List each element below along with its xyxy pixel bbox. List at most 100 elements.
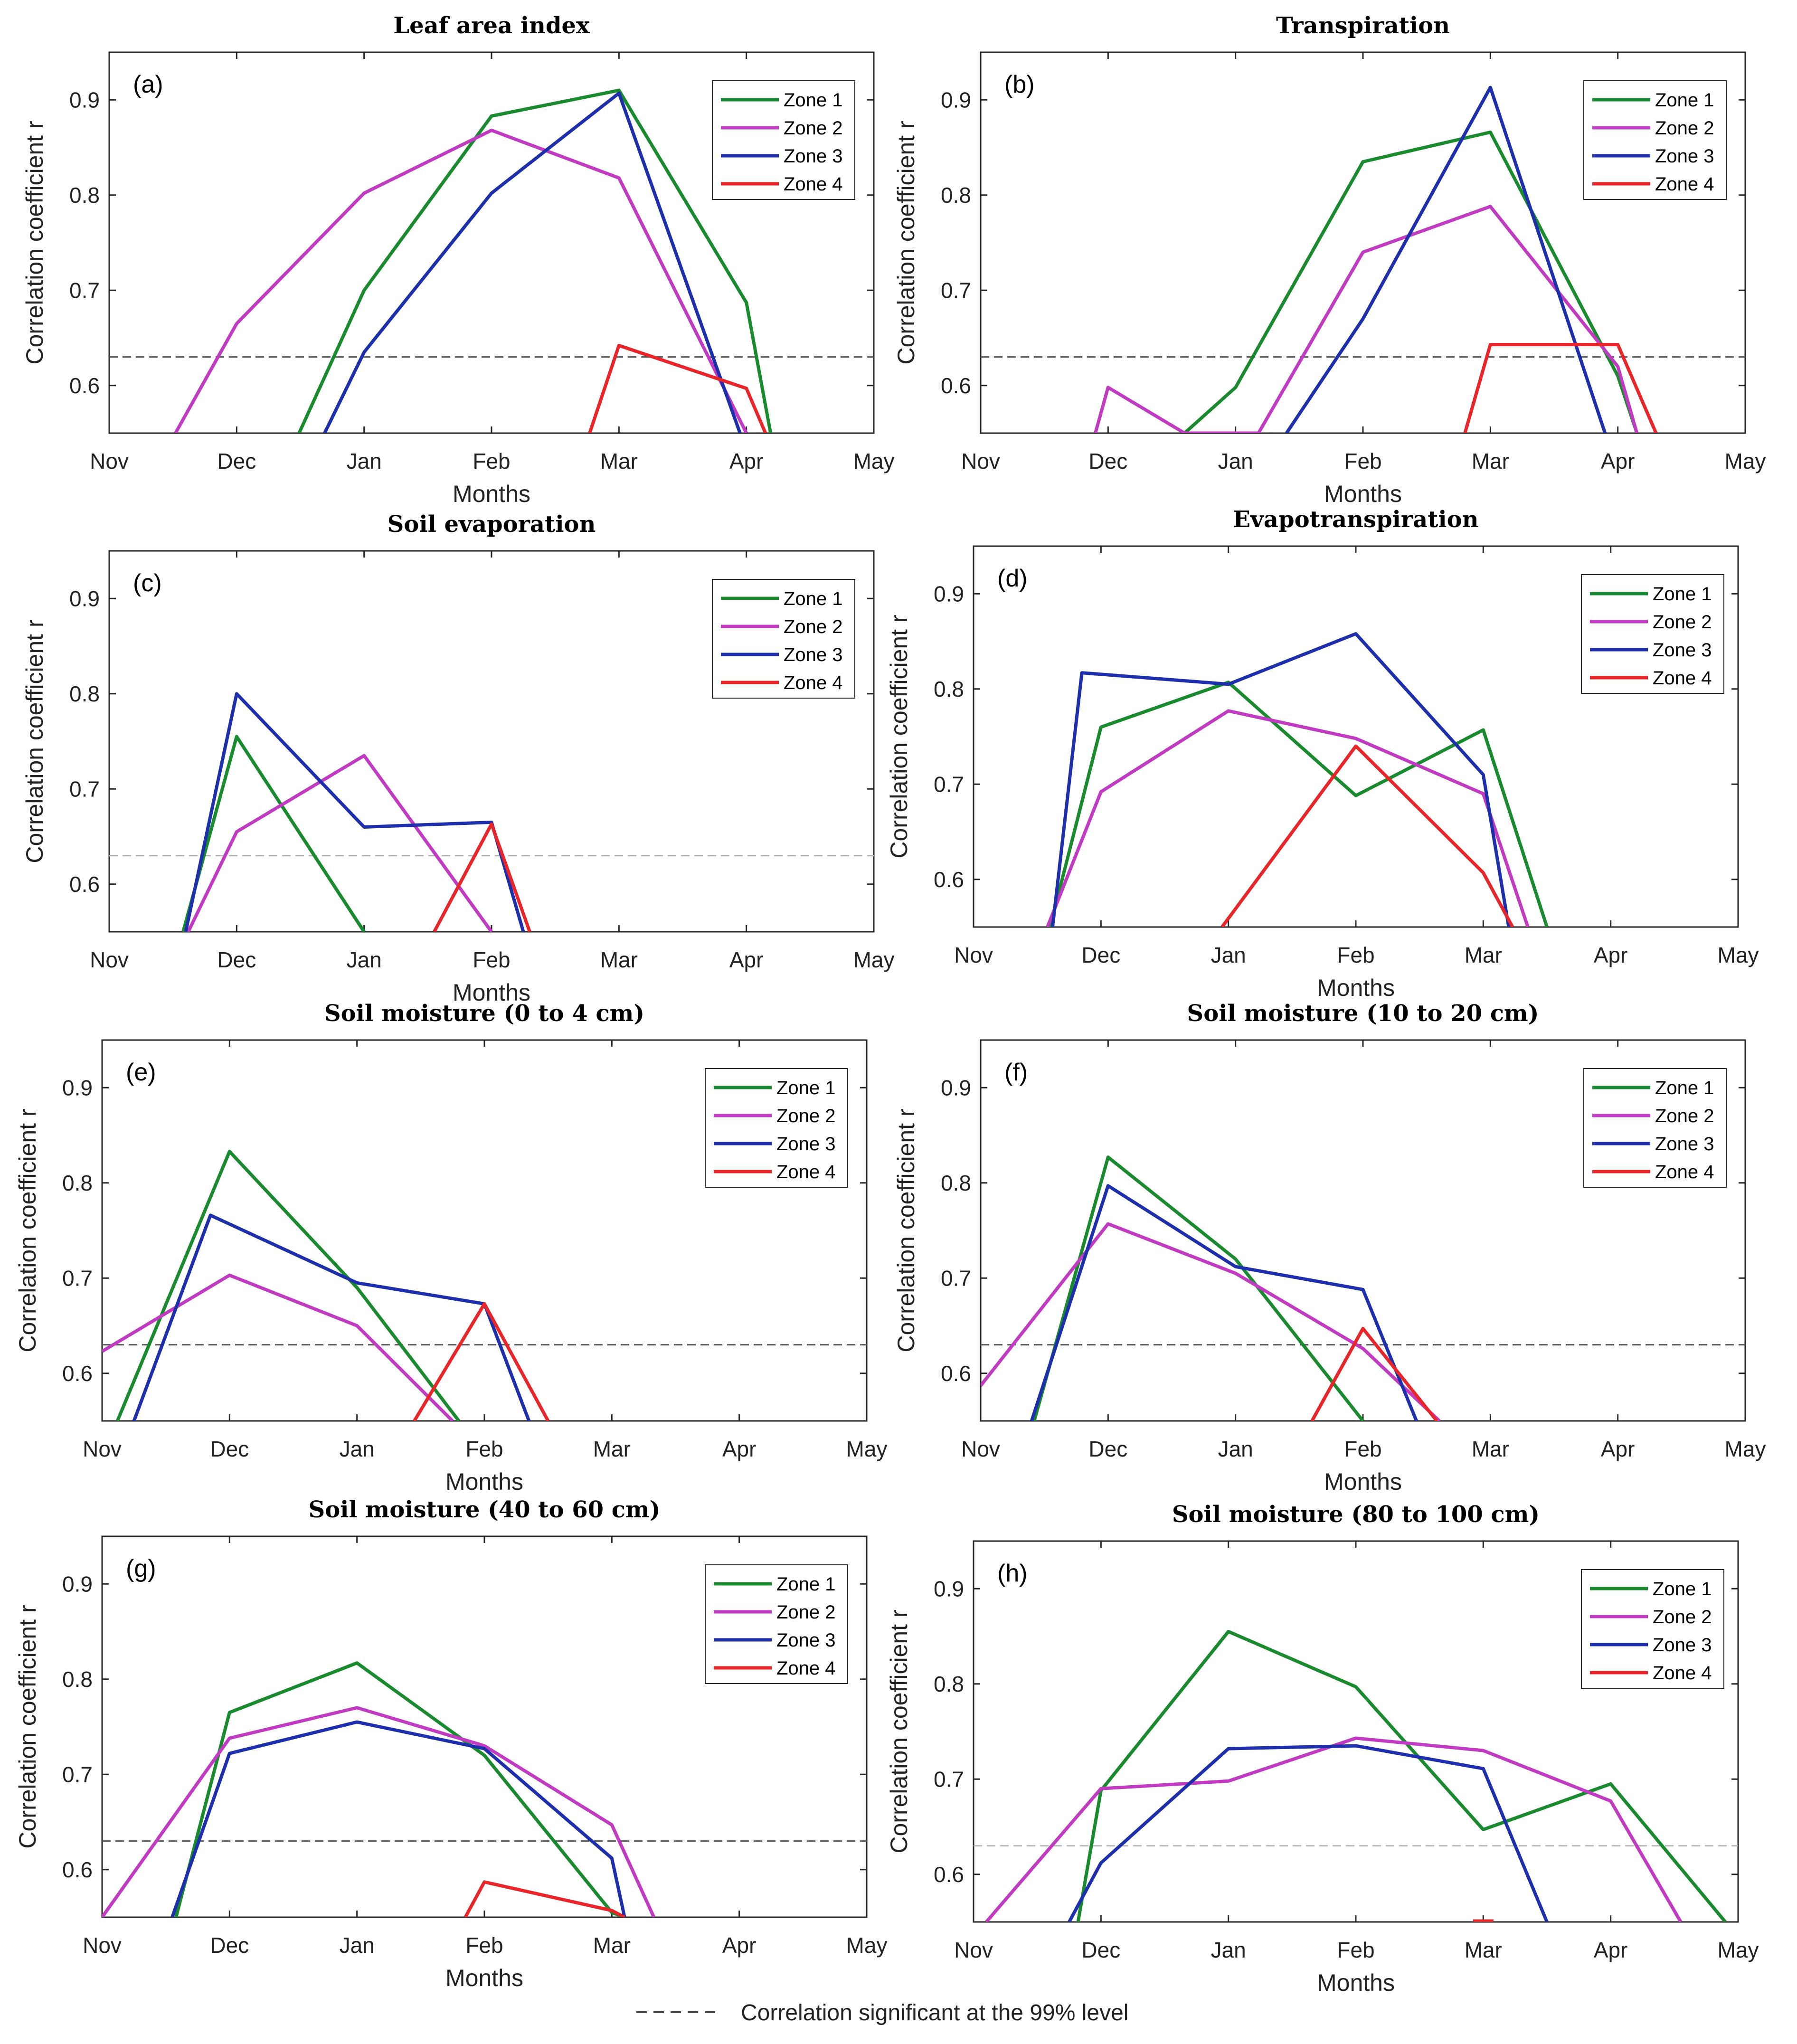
y-tick-label: 0.9: [62, 1571, 93, 1596]
series-line-zone-2: [102, 1273, 454, 1421]
x-tick-label: Mar: [600, 947, 638, 972]
y-tick-label: 0.8: [69, 183, 100, 208]
series-line-zone-2: [981, 1222, 1441, 1421]
x-tick-label: Jan: [1211, 1938, 1246, 1962]
y-tick-label: 0.7: [941, 1266, 971, 1290]
series-line-zone-2: [1094, 205, 1639, 433]
series-line-zone-3: [1030, 1184, 1418, 1421]
series-line-zone-4: [433, 822, 531, 932]
legend: Zone 1 Zone 2 Zone 3 Zone 4: [1583, 80, 1727, 200]
y-tick-label: 0.9: [934, 581, 964, 606]
y-tick-label: 0.8: [941, 1171, 971, 1195]
x-tick-label: Nov: [961, 1437, 1000, 1461]
x-tick-label: Feb: [1344, 1437, 1381, 1461]
y-axis-label: Correlation coefficient r: [886, 615, 912, 858]
panel-title: Soil moisture (10 to 20 cm): [1187, 1000, 1539, 1027]
y-tick-label: 0.7: [69, 776, 100, 801]
x-tick-label: May: [853, 449, 895, 473]
y-tick-label: 0.9: [934, 1576, 964, 1601]
x-tick-label: Jan: [1218, 1437, 1253, 1461]
legend: Zone 1 Zone 2 Zone 3 Zone 4: [712, 579, 855, 699]
y-tick-label: 0.8: [69, 681, 100, 706]
x-tick-label: Feb: [1337, 943, 1374, 967]
x-tick-label: Mar: [600, 449, 638, 473]
series-line-zone-2: [187, 754, 493, 932]
legend-label: Zone 4: [1653, 1663, 1712, 1684]
panel-letter: (d): [997, 565, 1028, 592]
y-tick-label: 0.9: [69, 586, 100, 611]
x-tick-label: Apr: [729, 947, 764, 972]
panel-letter: (h): [997, 1560, 1028, 1587]
y-axis-label: Correlation coefficient r: [21, 619, 48, 863]
y-tick-label: 0.9: [941, 87, 971, 112]
series-line-zone-2: [102, 1706, 656, 1917]
legend-label: Zone 3: [776, 1134, 836, 1154]
series-line-zone-4: [588, 344, 767, 433]
series-group: [1094, 85, 1658, 433]
legend-label: Zone 1: [776, 1574, 836, 1595]
y-tick-label: 0.6: [941, 1361, 971, 1386]
legend-label: Zone 1: [1655, 1078, 1714, 1098]
legend-label: Zone 2: [784, 616, 843, 637]
legend-label: Zone 3: [1655, 146, 1714, 167]
panel-letter: (b): [1004, 71, 1035, 98]
legend-label: Zone 1: [1653, 1579, 1712, 1599]
y-axis-label: Correlation coefficient r: [893, 121, 919, 364]
x-tick-label: Dec: [1088, 1437, 1127, 1461]
legend-label: Zone 1: [776, 1078, 836, 1098]
panel-evapotranspiration: Evapotranspiration (d) Nov Dec Jan Feb Mar Apr M…: [886, 506, 1759, 1001]
series-line-zone-4: [463, 1880, 625, 1917]
series-line-zone-1: [115, 1150, 461, 1421]
y-tick-label: 0.9: [941, 1075, 971, 1100]
x-tick-label: Jan: [347, 449, 382, 473]
x-axis-label: Months: [453, 979, 530, 1006]
panel-leaf-area-index: Leaf area index (a) Nov Dec Jan Feb Mar Apr May 0…: [21, 12, 894, 507]
x-tick-label: Nov: [90, 449, 129, 473]
x-tick-label: Feb: [1344, 449, 1381, 473]
legend-label: Zone 2: [784, 118, 843, 139]
x-tick-label: Apr: [1594, 1938, 1628, 1962]
x-tick-label: Dec: [210, 1437, 249, 1461]
legend-label: Zone 2: [1653, 1607, 1712, 1628]
series-line-zone-1: [1183, 130, 1639, 433]
x-tick-label: Nov: [83, 1933, 122, 1958]
x-tick-label: Dec: [1081, 943, 1120, 967]
legend: Zone 1 Zone 2 Zone 3 Zone 4: [712, 80, 855, 200]
x-tick-label: Nov: [90, 947, 129, 972]
y-tick-label: 0.7: [69, 278, 100, 303]
x-tick-label: Jan: [1211, 943, 1246, 967]
y-tick-label: 0.7: [934, 1767, 964, 1791]
x-tick-label: Jan: [340, 1933, 375, 1958]
x-tick-label: Mar: [1472, 1437, 1509, 1461]
y-tick-label: 0.8: [934, 1672, 964, 1696]
x-tick-label: May: [846, 1437, 888, 1461]
y-tick-label: 0.7: [62, 1762, 93, 1787]
series-line-zone-1: [1048, 681, 1549, 927]
series-group: [181, 692, 531, 932]
x-tick-label: Dec: [217, 449, 256, 473]
panel-title: Evapotranspiration: [1233, 506, 1478, 533]
series-line-zone-4: [1220, 744, 1514, 927]
x-tick-label: Mar: [1472, 449, 1509, 473]
legend: Zone 1 Zone 2 Zone 3 Zone 4: [705, 1564, 848, 1684]
x-tick-label: Nov: [83, 1437, 122, 1461]
y-tick-label: 0.7: [62, 1266, 93, 1290]
panel-title: Transpiration: [1276, 12, 1450, 39]
legend-label: Zone 3: [784, 644, 843, 665]
y-tick-label: 0.6: [934, 867, 964, 892]
x-tick-label: Mar: [1465, 1938, 1502, 1962]
panel-title: Soil moisture (40 to 60 cm): [309, 1496, 661, 1523]
legend: Zone 1 Zone 2 Zone 3 Zone 4: [1581, 1569, 1724, 1689]
x-tick-label: Dec: [1081, 1938, 1120, 1962]
series-line-zone-3: [170, 1720, 626, 1917]
panel-title: Soil moisture (0 to 4 cm): [324, 1000, 644, 1027]
legend-label: Zone 4: [1655, 174, 1714, 195]
y-tick-label: 0.8: [941, 183, 971, 208]
legend-label: Zone 2: [1655, 1106, 1714, 1126]
series-line-zone-1: [1032, 1155, 1364, 1421]
legend-label: Zone 3: [1653, 640, 1712, 661]
series-line-zone-3: [1068, 1744, 1549, 1922]
x-tick-label: May: [1725, 449, 1766, 473]
series-line-zone-4: [413, 1302, 550, 1421]
